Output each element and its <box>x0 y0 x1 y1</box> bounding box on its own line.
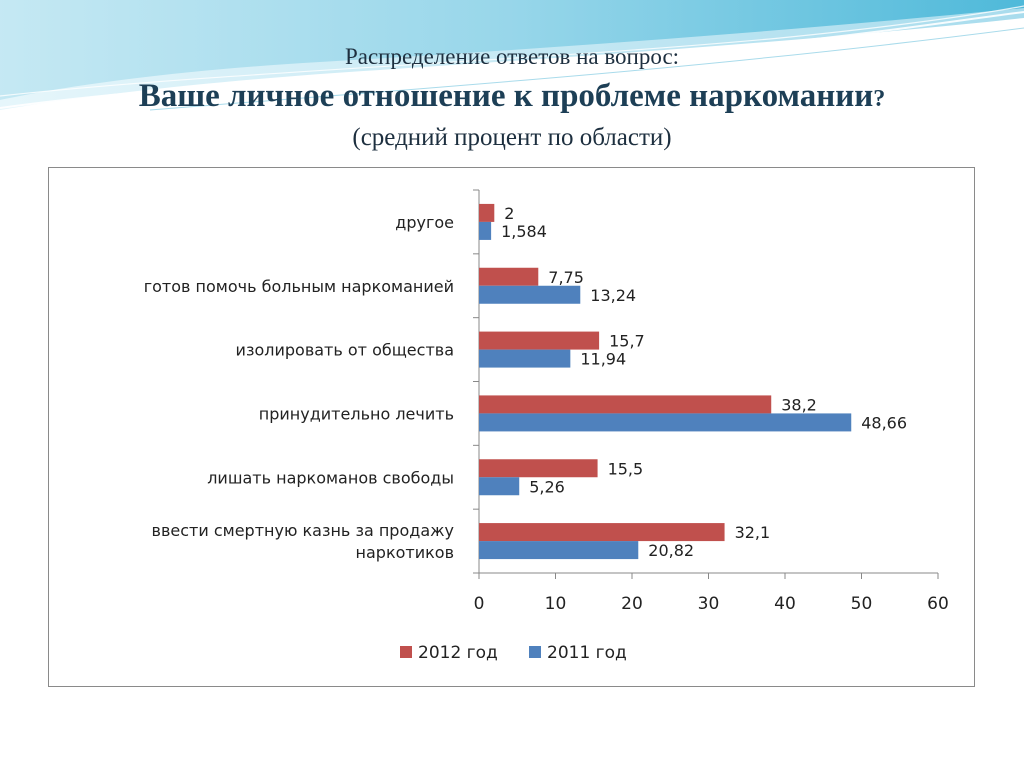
category-label-line: готов помочь больным наркоманией <box>144 277 454 296</box>
slide-subtitle: Распределение ответов на вопрос: <box>344 44 680 69</box>
slide-title: Ваше личное отношение к проблеме наркома… <box>0 78 1024 115</box>
data-label: 38,2 <box>781 395 817 414</box>
legend-swatch-2012 <box>400 646 412 658</box>
data-label: 2 <box>504 204 514 223</box>
bar-2012 <box>479 331 600 350</box>
bar-2012 <box>479 395 772 414</box>
slide-title-text: Ваше личное отношение к проблеме наркома… <box>138 78 874 114</box>
data-label: 15,7 <box>609 332 645 351</box>
bar-2011 <box>479 349 571 368</box>
x-tick-label: 40 <box>774 594 796 614</box>
category-label-line: изолировать от общества <box>236 341 454 360</box>
legend-label: 2012 год <box>418 643 498 663</box>
category-label: готов помочь больным наркоманией <box>144 277 454 296</box>
category-label-line: наркотиков <box>356 543 454 562</box>
category-label-line: ввести смертную казнь за продажу <box>152 521 454 540</box>
bar-2011 <box>479 541 639 560</box>
bar-2012 <box>479 203 495 222</box>
bar-2012 <box>479 459 598 478</box>
x-tick-label: 60 <box>927 594 949 614</box>
data-label: 5,26 <box>529 477 565 496</box>
bar-2011 <box>479 285 581 304</box>
category-label: другое <box>395 213 454 232</box>
bar-2012 <box>479 267 539 286</box>
category-label: изолировать от общества <box>236 341 454 360</box>
slide-title-question-mark: ? <box>873 86 886 112</box>
x-tick-label: 20 <box>621 594 643 614</box>
bar-2011 <box>479 477 520 496</box>
data-label: 11,94 <box>580 350 626 369</box>
data-label: 48,66 <box>861 413 907 432</box>
data-label: 13,24 <box>590 286 636 305</box>
data-label: 15,5 <box>608 459 644 478</box>
bar-2011 <box>479 413 852 432</box>
legend-label: 2011 год <box>547 643 627 663</box>
x-tick-label: 10 <box>545 594 567 614</box>
x-tick-label: 50 <box>851 594 873 614</box>
chart-frame: 0 10 20 30 40 50 60 2 1,584 другое 7,75 13,24 готов … <box>48 167 975 687</box>
category-label: ввести смертную казнь за продажу наркотик… <box>152 521 454 562</box>
data-label: 1,584 <box>501 222 547 241</box>
bar-2012 <box>479 523 725 542</box>
data-label: 7,75 <box>548 268 584 287</box>
category-label-line: другое <box>395 213 454 232</box>
bar-2011 <box>479 221 492 240</box>
legend-swatch-2011 <box>529 646 541 658</box>
bar-chart: 0 10 20 30 40 50 60 21,584 другое 7,75 13,24 готов … <box>144 189 949 663</box>
data-label: 20,82 <box>648 541 694 560</box>
x-tick-label: 0 <box>474 594 485 614</box>
slide-note: (средний процент по области) <box>352 124 672 151</box>
category-label-line: лишать наркоманов свободы <box>207 468 454 487</box>
category-label: лишать наркоманов свободы <box>207 468 454 487</box>
x-tick-label: 30 <box>698 594 720 614</box>
category-label: принудительно лечить <box>259 404 454 423</box>
data-label: 32,1 <box>735 523 771 542</box>
category-label-line: принудительно лечить <box>259 404 454 423</box>
